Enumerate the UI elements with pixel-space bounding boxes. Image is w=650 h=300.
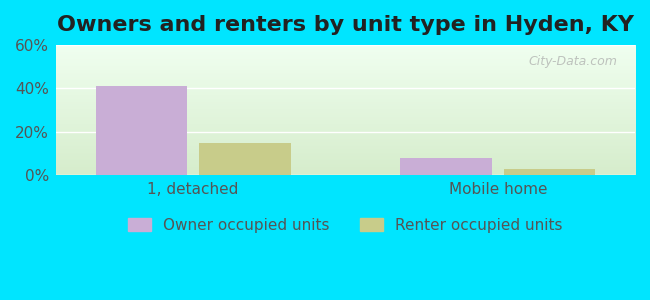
Bar — [504, 169, 595, 175]
Text: City-Data.com: City-Data.com — [528, 55, 618, 68]
Bar — [199, 143, 291, 175]
Bar — [400, 158, 492, 175]
Bar — [96, 86, 187, 175]
Legend: Owner occupied units, Renter occupied units: Owner occupied units, Renter occupied un… — [122, 212, 569, 239]
Title: Owners and renters by unit type in Hyden, KY: Owners and renters by unit type in Hyden… — [57, 15, 634, 35]
